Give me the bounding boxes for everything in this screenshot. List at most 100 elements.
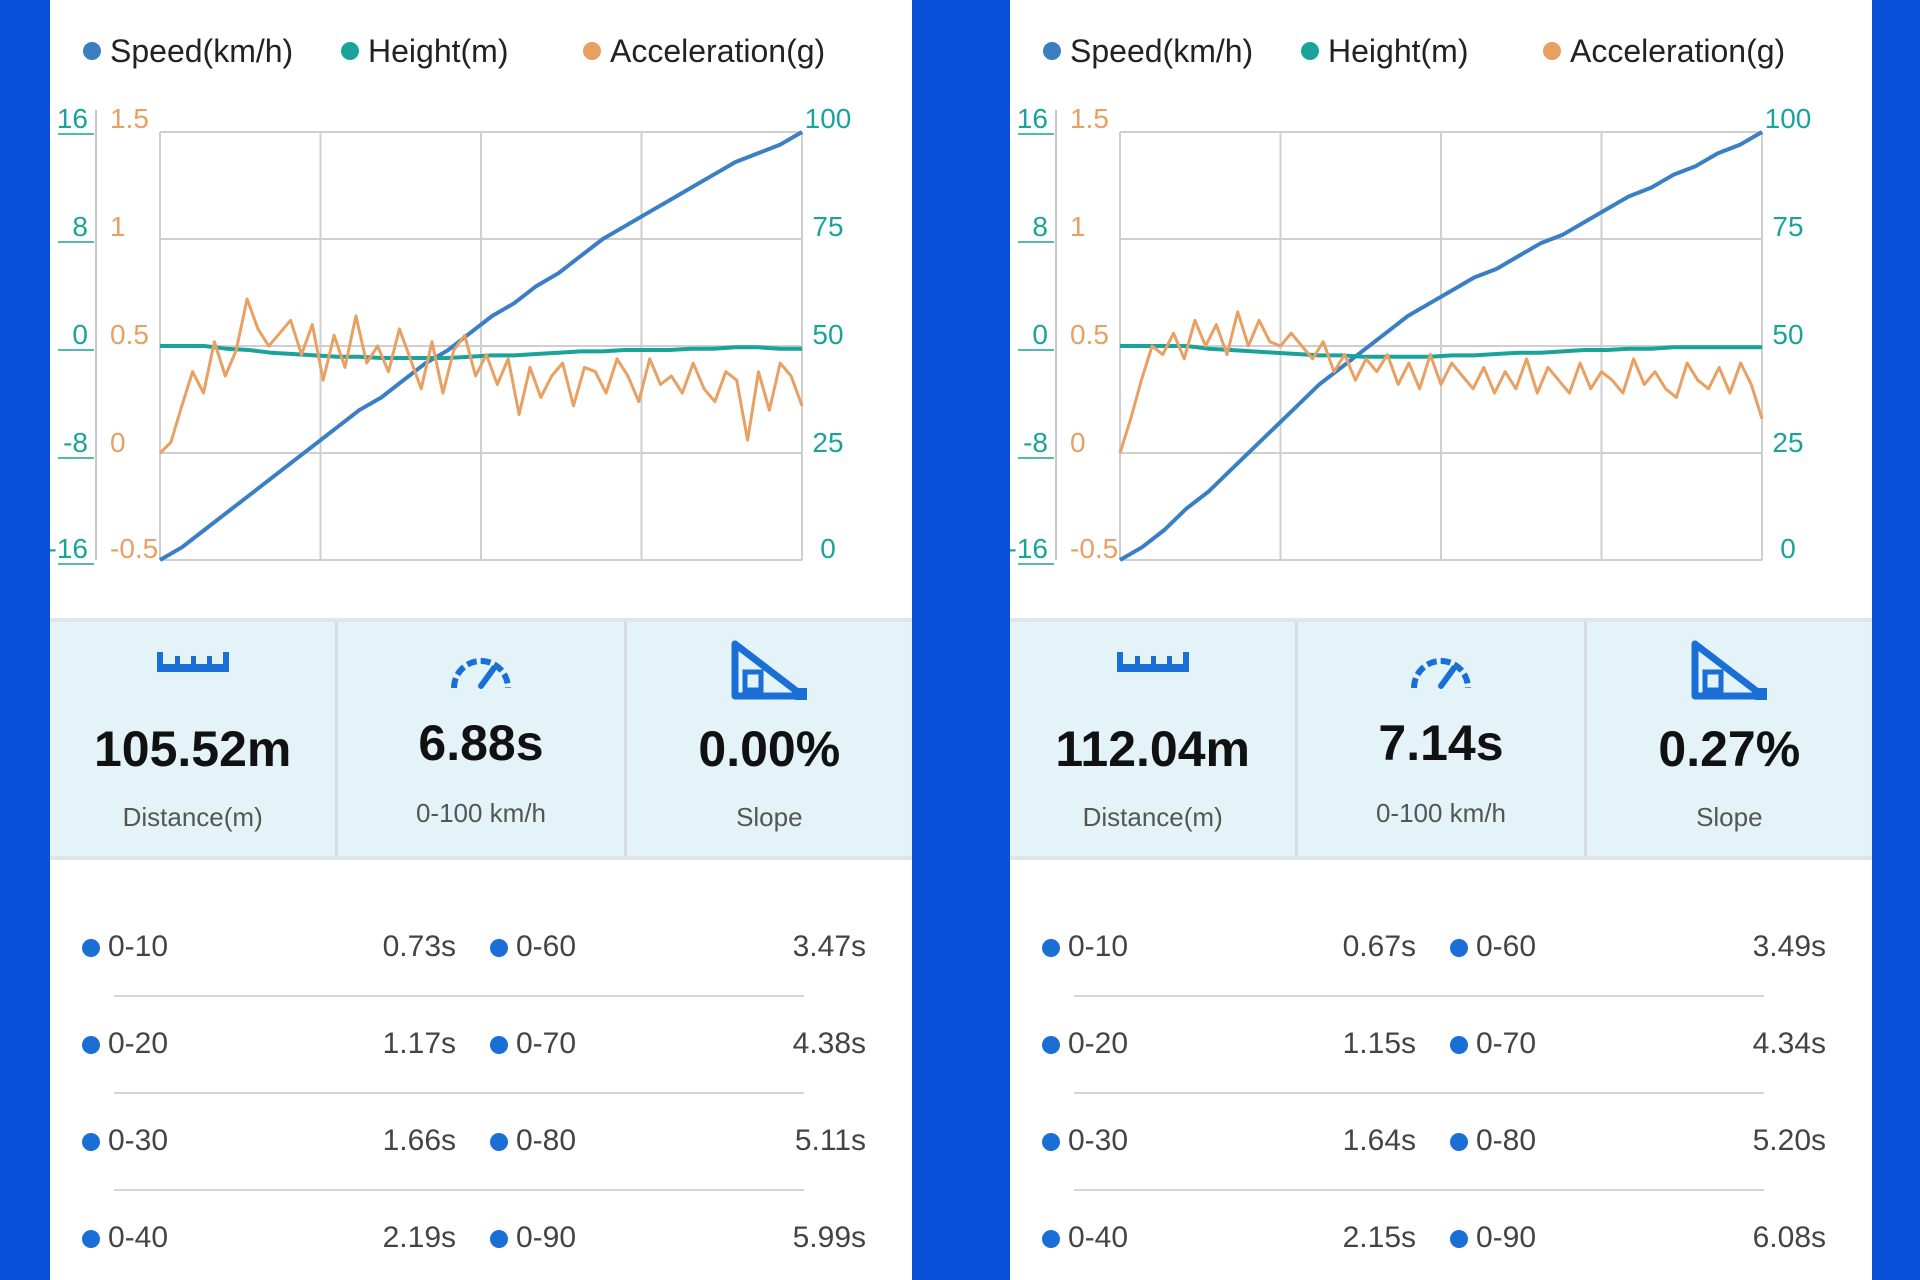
split-time-left: 1.64s [1342, 1124, 1416, 1157]
speed-series-line [1118, 130, 1764, 562]
split-row: 0-30 1.64s 0-80 5.20s [1010, 1112, 1872, 1172]
split-range-right: 0-90 [516, 1221, 577, 1254]
split-dot-icon [82, 1133, 100, 1151]
chart-axes: 16 8 0 -8 -16 1.5 1 0.5 0 -0.5 100 75 50 25 0 [50, 103, 852, 565]
split-dot-icon [82, 939, 100, 957]
split-dot-icon [82, 1230, 100, 1248]
slope-label: Slope [1696, 802, 1763, 832]
stats-bar: 112.04m Distance(m) 7.14s 0-100 km/h 0.2… [1010, 618, 1872, 860]
height-tick-label: -16 [1010, 533, 1048, 564]
acceleration-tick-label: 0.5 [110, 319, 149, 350]
acceleration-tick-label: -0.5 [1070, 533, 1118, 564]
distance-value: 112.04m [1055, 721, 1250, 777]
split-row: 0-40 2.15s 0-90 6.08s [1010, 1209, 1872, 1269]
result-panel-right: Speed(km/h) Height(m) Acceleration(g) 16… [1010, 0, 1872, 1280]
distance-label: Distance(m) [1082, 802, 1223, 832]
distance-label: Distance(m) [122, 802, 263, 832]
speed-tick-label: 50 [812, 319, 843, 350]
split-range-left: 0-20 [1068, 1027, 1129, 1060]
chart-grid [159, 131, 803, 561]
slope-icon [1691, 640, 1768, 700]
height-tick-label: 8 [72, 211, 88, 242]
speed-tick-label: 100 [805, 103, 852, 134]
chart-legend: Speed(km/h) Height(m) Acceleration(g) [1043, 33, 1785, 69]
height-legend-label: Height(m) [368, 33, 508, 69]
split-dot-icon [1450, 1133, 1468, 1151]
chart-left: Speed(km/h) Height(m) Acceleration(g) 16… [50, 0, 912, 616]
slope-label: Slope [736, 802, 803, 832]
split-row: 0-10 0.73s 0-60 3.47s [50, 918, 912, 978]
split-range-left: 0-20 [108, 1027, 169, 1060]
speed-tick-label: 50 [1772, 319, 1803, 350]
speed-tick-label: 0 [820, 533, 836, 564]
split-dot-icon [1042, 1133, 1060, 1151]
speedometer-icon [1410, 658, 1471, 689]
acceleration-legend-dot [583, 42, 601, 60]
split-dot-icon [1042, 1036, 1060, 1054]
result-panel-left: Speed(km/h) Height(m) Acceleration(g) 16… [50, 0, 912, 1280]
split-time-right: 6.08s [1752, 1221, 1826, 1254]
speed-series-line [158, 130, 804, 562]
split-time-left: 1.15s [1342, 1027, 1416, 1060]
split-range-left: 0-40 [108, 1221, 169, 1254]
split-range-right: 0-90 [1476, 1221, 1537, 1254]
split-divider [1074, 1189, 1764, 1191]
slope-stat: 0.00% Slope [627, 622, 912, 856]
slope-stat: 0.27% Slope [1587, 622, 1872, 856]
split-time-right: 4.34s [1752, 1027, 1826, 1060]
split-range-right: 0-80 [1476, 1124, 1537, 1157]
time-value: 6.88s [418, 715, 544, 771]
split-time-right: 3.49s [1752, 930, 1826, 963]
time-stat: 6.88s 0-100 km/h [338, 622, 627, 856]
chart-right: Speed(km/h) Height(m) Acceleration(g) 16… [1010, 0, 1872, 616]
slope-icon [731, 640, 808, 700]
split-range-left: 0-10 [1068, 930, 1129, 963]
acceleration-series-line [1118, 310, 1764, 454]
stats-bar: 105.52m Distance(m) 6.88s 0-100 km/h 0.0… [50, 618, 912, 860]
split-range-right: 0-70 [516, 1027, 577, 1060]
split-range-left: 0-30 [1068, 1124, 1129, 1157]
split-time-left: 2.15s [1342, 1221, 1416, 1254]
height-tick-label: -16 [50, 533, 88, 564]
split-row: 0-10 0.67s 0-60 3.49s [1010, 918, 1872, 978]
ruler-icon [1116, 652, 1189, 672]
acceleration-tick-label: 0 [1070, 427, 1086, 458]
split-divider [1074, 995, 1764, 997]
speed-legend-label: Speed(km/h) [1070, 33, 1253, 69]
split-time-right: 5.99s [792, 1221, 866, 1254]
performance-chart: Speed(km/h) Height(m) Acceleration(g) 16… [50, 33, 852, 565]
height-tick-label: 16 [1017, 103, 1048, 134]
split-range-left: 0-40 [1068, 1221, 1129, 1254]
time-value: 7.14s [1378, 715, 1504, 771]
distance-stat: 112.04m Distance(m) [1010, 622, 1299, 856]
split-range-left: 0-30 [108, 1124, 169, 1157]
height-tick-label: 8 [1032, 211, 1048, 242]
slope-value: 0.27% [1658, 721, 1801, 777]
height-tick-label: 16 [57, 103, 88, 134]
chart-legend: Speed(km/h) Height(m) Acceleration(g) [83, 33, 825, 69]
acceleration-tick-label: 1.5 [110, 103, 149, 134]
split-dot-icon [490, 1230, 508, 1248]
split-time-left: 0.73s [382, 930, 456, 963]
split-range-right: 0-70 [1476, 1027, 1537, 1060]
speed-legend-dot [1043, 42, 1061, 60]
split-dot-icon [82, 1036, 100, 1054]
height-legend-dot [1301, 42, 1319, 60]
acceleration-tick-label: 1.5 [1070, 103, 1109, 134]
height-tick-label: 0 [72, 319, 88, 350]
speed-tick-label: 25 [812, 427, 843, 458]
split-time-right: 5.20s [1752, 1124, 1826, 1157]
split-time-right: 4.38s [792, 1027, 866, 1060]
speedometer-icon [450, 658, 511, 689]
height-legend-label: Height(m) [1328, 33, 1468, 69]
height-series-line [160, 344, 802, 360]
acceleration-legend-dot [1543, 42, 1561, 60]
chart-series [1118, 130, 1764, 562]
time-label: 0-100 km/h [1375, 798, 1507, 828]
split-time-right: 5.11s [794, 1124, 866, 1157]
split-dot-icon [1450, 1230, 1468, 1248]
acceleration-tick-label: 1 [110, 211, 126, 242]
split-divider [1074, 1092, 1764, 1094]
split-divider [114, 1092, 804, 1094]
time-stat: 7.14s 0-100 km/h [1298, 622, 1587, 856]
